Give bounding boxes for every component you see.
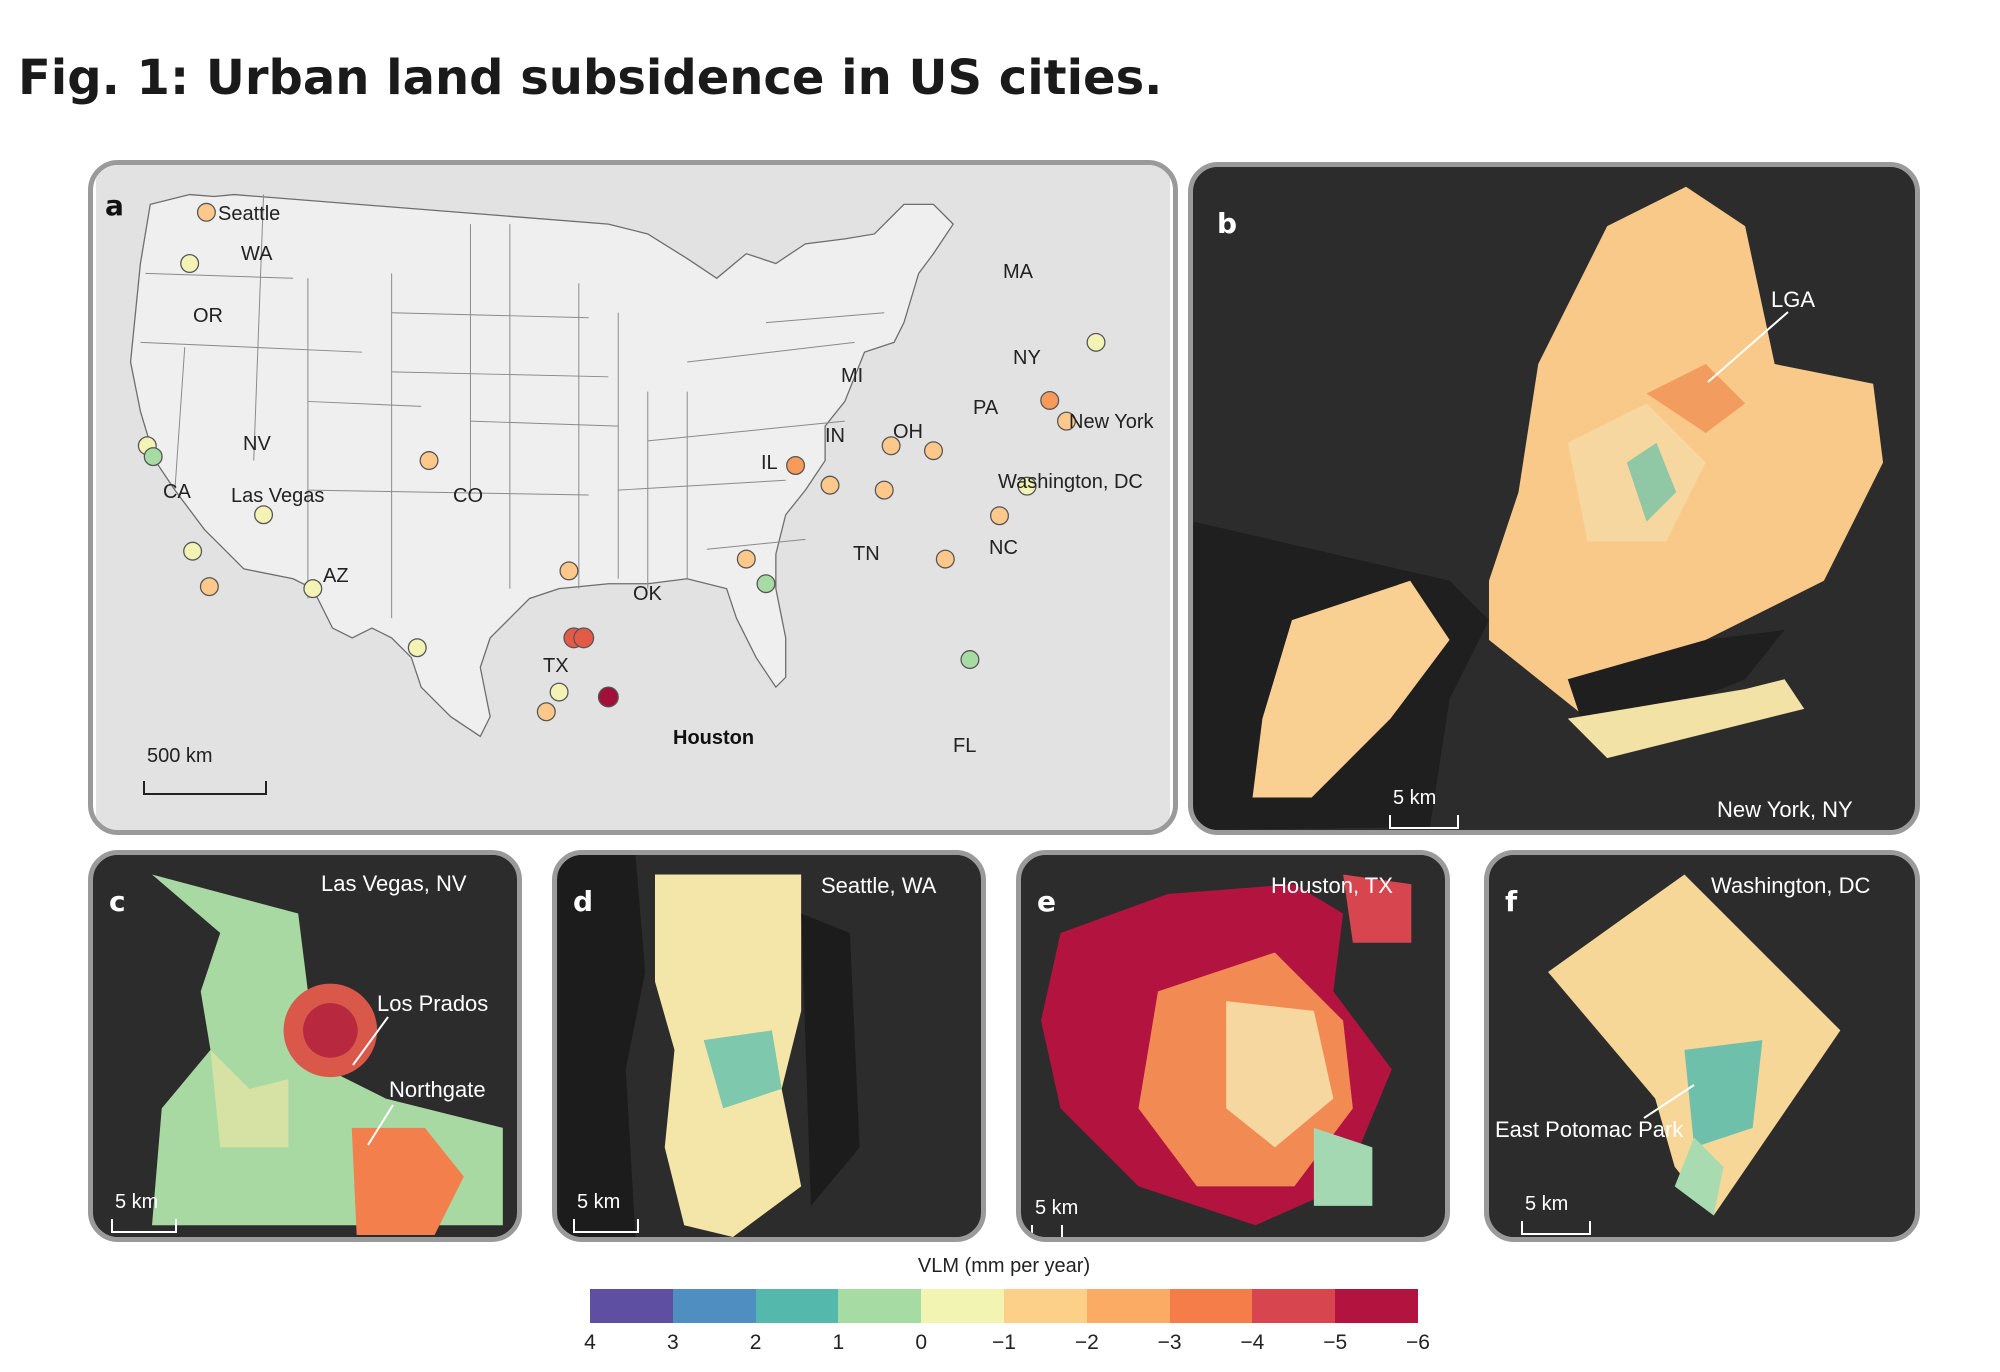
legend-swatch-8 [1252, 1289, 1336, 1323]
us-map-graphic [96, 165, 1170, 830]
state-label-pa: PA [973, 397, 999, 419]
washington-dc-map-graphic [1489, 855, 1915, 1237]
legend-tick-label: 1 [832, 1331, 845, 1354]
legend-swatch-5 [1003, 1289, 1087, 1323]
panel-b-scale-bar: 5 km [1389, 787, 1459, 829]
panel-a-label: a [105, 189, 124, 222]
legend-tick-label: −2 [1074, 1331, 1099, 1354]
figure-title: Fig. 1: Urban land subsidence in US citi… [18, 50, 1163, 106]
state-label-oh: OH [893, 421, 923, 443]
panel-e-title: Houston, TX [1271, 873, 1393, 898]
state-label-tn: TN [853, 543, 880, 565]
panel-c-label: c [109, 885, 126, 918]
state-label-nc: NC [989, 537, 1018, 559]
panel-f-title: Washington, DC [1711, 873, 1871, 898]
panel-e-houston: e Houston, TX 5 km [1016, 850, 1450, 1242]
legend-tick-label: 0 [915, 1331, 928, 1354]
legend-tick-label: −5 [1323, 1331, 1348, 1354]
legend-title: VLM (mm per year) [917, 1255, 1091, 1277]
legend-swatch-1 [672, 1289, 756, 1323]
panel-f-scale-bar: 5 km [1521, 1193, 1591, 1235]
callout-lga: LGA [1771, 287, 1816, 312]
state-label-il: IL [761, 452, 778, 474]
legend-swatch-6 [1086, 1289, 1170, 1323]
legend-swatch-0 [590, 1289, 673, 1323]
callout-los-prados: Los Prados [377, 991, 489, 1016]
state-label-in: IN [825, 425, 845, 447]
panel-c-las-vegas: c Las Vegas, NV Los Prados Northgate 5 k… [88, 850, 522, 1242]
panel-b-label: b [1217, 207, 1238, 240]
panel-e-scale-bar: 5 km [1031, 1197, 1078, 1237]
legend-tick-label: 2 [749, 1331, 762, 1354]
legend-tick-label: −6 [1406, 1331, 1430, 1354]
legend-swatch-2 [755, 1289, 839, 1323]
panel-b-title: New York, NY [1717, 797, 1853, 822]
state-label-ny: NY [1013, 347, 1041, 369]
legend-swatch-9 [1335, 1289, 1418, 1323]
state-label-co: CO [453, 485, 483, 507]
panel-d-scale-bar: 5 km [573, 1191, 643, 1233]
callout-line-f [1643, 1084, 1695, 1119]
callout-lines-c [352, 1016, 394, 1146]
seattle-map-graphic [557, 855, 981, 1237]
legend-color-bar [590, 1289, 1418, 1323]
state-label-ok: OK [633, 583, 662, 605]
legend-tick-label: 3 [666, 1331, 679, 1354]
panel-b-new-york: b LGA New York, NY 5 km [1188, 162, 1920, 835]
legend-tick-label: −3 [1157, 1331, 1182, 1354]
state-label-fl: FL [953, 735, 977, 757]
state-label-or: OR [193, 305, 223, 327]
las-vegas-map-graphic [93, 855, 517, 1237]
callout-lga-line [1707, 311, 1789, 383]
city-label-seattle: Seattle [218, 203, 281, 225]
panel-d-title: Seattle, WA [821, 873, 937, 898]
panel-c-title: Las Vegas, NV [321, 871, 467, 896]
panel-d-seattle: d Seattle, WA 5 km [552, 850, 986, 1242]
legend-tick-label: −4 [1240, 1331, 1265, 1354]
state-label-mi: MI [841, 365, 864, 387]
city-label-washington-dc: Washington, DC [998, 471, 1143, 493]
state-label-wa: WA [241, 243, 273, 265]
panel-a-scale-bar: 500 km [143, 745, 267, 795]
panel-a-us-map: a WA OR NV CA AZ CO TX OK IL IN MI OH PA… [88, 160, 1178, 835]
houston-map-graphic [1021, 855, 1445, 1237]
state-label-nv: NV [243, 433, 271, 455]
panel-d-label: d [573, 885, 594, 918]
state-label-az: AZ [323, 565, 349, 587]
legend-tick-label: −1 [992, 1331, 1016, 1354]
panel-c-scale-bar: 5 km [111, 1191, 181, 1233]
state-label-ma: MA [1003, 261, 1033, 283]
legend-swatch-3 [838, 1289, 922, 1323]
panel-e-label: e [1037, 885, 1056, 918]
panel-f-label: f [1505, 885, 1518, 918]
new-york-map-graphic [1193, 167, 1915, 830]
panel-f-washington-dc: f Washington, DC East Potomac Park 5 km [1484, 850, 1920, 1242]
city-label-las-vegas: Las Vegas [231, 485, 325, 507]
city-label-new-york: New York [1069, 411, 1154, 433]
legend-swatch-7 [1169, 1289, 1253, 1323]
city-label-houston: Houston [673, 727, 755, 749]
state-label-tx: TX [543, 655, 569, 677]
legend-swatch-4 [921, 1289, 1004, 1323]
callout-northgate: Northgate [389, 1077, 486, 1102]
callout-east-potomac-park: East Potomac Park [1495, 1117, 1684, 1142]
legend-tick-label: 4 [584, 1331, 596, 1354]
state-label-ca: CA [163, 481, 191, 503]
